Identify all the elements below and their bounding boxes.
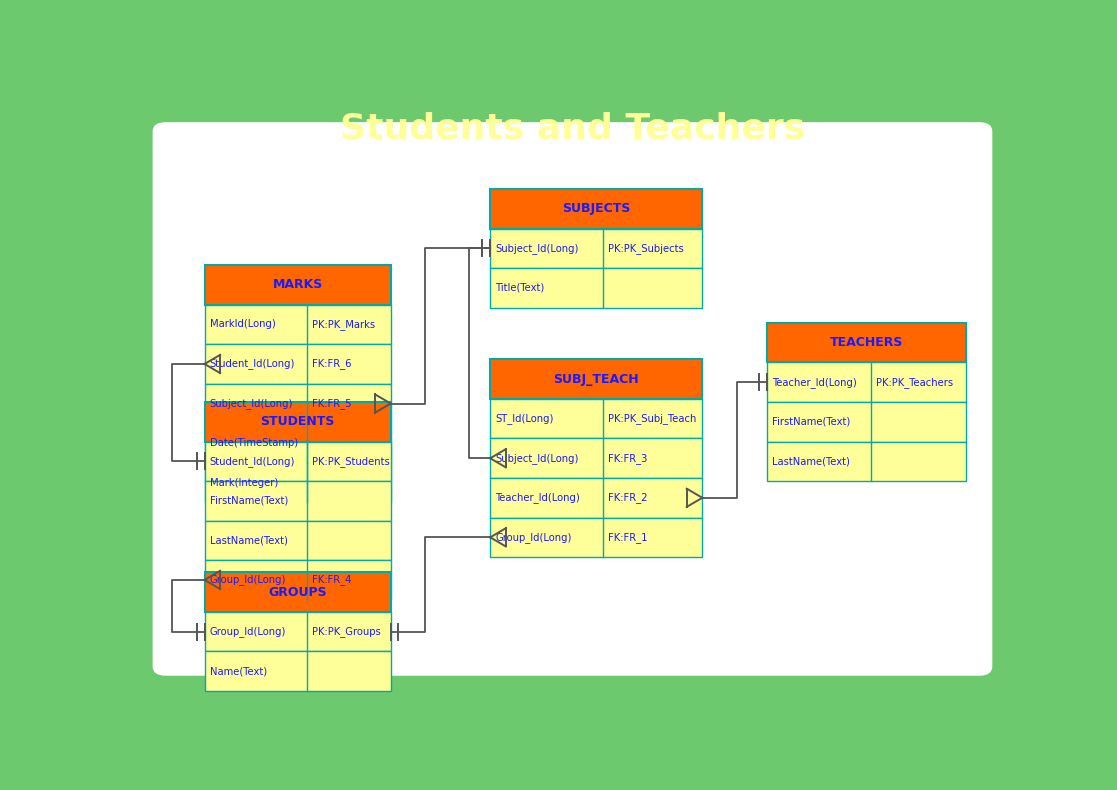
FancyBboxPatch shape [490, 359, 703, 399]
Text: Subject_Id(Long): Subject_Id(Long) [210, 398, 293, 409]
Text: Teacher_Id(Long): Teacher_Id(Long) [773, 377, 857, 388]
FancyBboxPatch shape [204, 423, 391, 463]
Text: Date(TimeStamp): Date(TimeStamp) [210, 438, 298, 448]
Text: Students and Teachers: Students and Teachers [340, 111, 805, 145]
FancyBboxPatch shape [204, 463, 391, 502]
Text: SUBJECTS: SUBJECTS [562, 202, 630, 216]
Text: Subject_Id(Long): Subject_Id(Long) [496, 243, 579, 254]
FancyBboxPatch shape [204, 442, 391, 481]
Text: MarkId(Long): MarkId(Long) [210, 319, 276, 329]
Text: Group_Id(Long): Group_Id(Long) [210, 626, 286, 637]
FancyBboxPatch shape [767, 363, 966, 402]
Text: Group_Id(Long): Group_Id(Long) [210, 574, 286, 585]
FancyBboxPatch shape [204, 652, 391, 691]
FancyBboxPatch shape [204, 305, 391, 344]
FancyBboxPatch shape [204, 402, 391, 442]
FancyBboxPatch shape [490, 189, 703, 228]
Text: PK:PK_Subjects: PK:PK_Subjects [608, 243, 684, 254]
FancyBboxPatch shape [153, 122, 992, 675]
Text: TEACHERS: TEACHERS [830, 337, 904, 349]
Text: STUDENTS: STUDENTS [260, 416, 335, 428]
Text: PK:PK_Subj_Teach: PK:PK_Subj_Teach [608, 413, 696, 424]
Text: Group_Id(Long): Group_Id(Long) [496, 532, 572, 543]
Text: Title(Text): Title(Text) [496, 283, 545, 293]
Text: Student_Id(Long): Student_Id(Long) [210, 359, 295, 370]
FancyBboxPatch shape [490, 268, 703, 307]
FancyBboxPatch shape [204, 481, 391, 521]
Text: FirstName(Text): FirstName(Text) [210, 496, 288, 506]
FancyBboxPatch shape [767, 323, 966, 363]
Text: MARKS: MARKS [273, 278, 323, 292]
Text: Mark(Integer): Mark(Integer) [210, 478, 278, 487]
Text: FK:FR_1: FK:FR_1 [608, 532, 648, 543]
Text: FK:FR_6: FK:FR_6 [312, 359, 352, 370]
Text: PK:PK_Teachers: PK:PK_Teachers [876, 377, 953, 388]
Text: PK:PK_Groups: PK:PK_Groups [312, 626, 381, 637]
Text: SUBJ_TEACH: SUBJ_TEACH [553, 373, 639, 386]
FancyBboxPatch shape [767, 402, 966, 442]
FancyBboxPatch shape [204, 344, 391, 384]
Text: FK:FR_4: FK:FR_4 [312, 574, 352, 585]
Text: FirstName(Text): FirstName(Text) [773, 417, 851, 427]
FancyBboxPatch shape [490, 228, 703, 268]
FancyBboxPatch shape [490, 478, 703, 517]
FancyBboxPatch shape [490, 517, 703, 557]
Text: FK:FR_3: FK:FR_3 [608, 453, 647, 464]
Text: ST_Id(Long): ST_Id(Long) [496, 413, 554, 424]
FancyBboxPatch shape [204, 611, 391, 652]
FancyBboxPatch shape [204, 521, 391, 560]
Text: FK:FR_2: FK:FR_2 [608, 492, 648, 503]
Text: Teacher_Id(Long): Teacher_Id(Long) [496, 492, 580, 503]
Text: Student_Id(Long): Student_Id(Long) [210, 456, 295, 467]
FancyBboxPatch shape [204, 560, 391, 600]
Text: LastName(Text): LastName(Text) [773, 457, 850, 466]
Text: FK:FR_5: FK:FR_5 [312, 398, 352, 409]
FancyBboxPatch shape [490, 438, 703, 478]
FancyBboxPatch shape [204, 384, 391, 423]
FancyBboxPatch shape [767, 442, 966, 481]
FancyBboxPatch shape [204, 572, 391, 611]
Text: LastName(Text): LastName(Text) [210, 536, 287, 545]
Text: PK:PK_Students: PK:PK_Students [312, 456, 390, 467]
Text: PK:PK_Marks: PK:PK_Marks [312, 319, 375, 330]
Text: Subject_Id(Long): Subject_Id(Long) [496, 453, 579, 464]
FancyBboxPatch shape [490, 399, 703, 438]
FancyBboxPatch shape [204, 265, 391, 305]
Text: Name(Text): Name(Text) [210, 666, 267, 676]
Text: GROUPS: GROUPS [268, 585, 327, 599]
